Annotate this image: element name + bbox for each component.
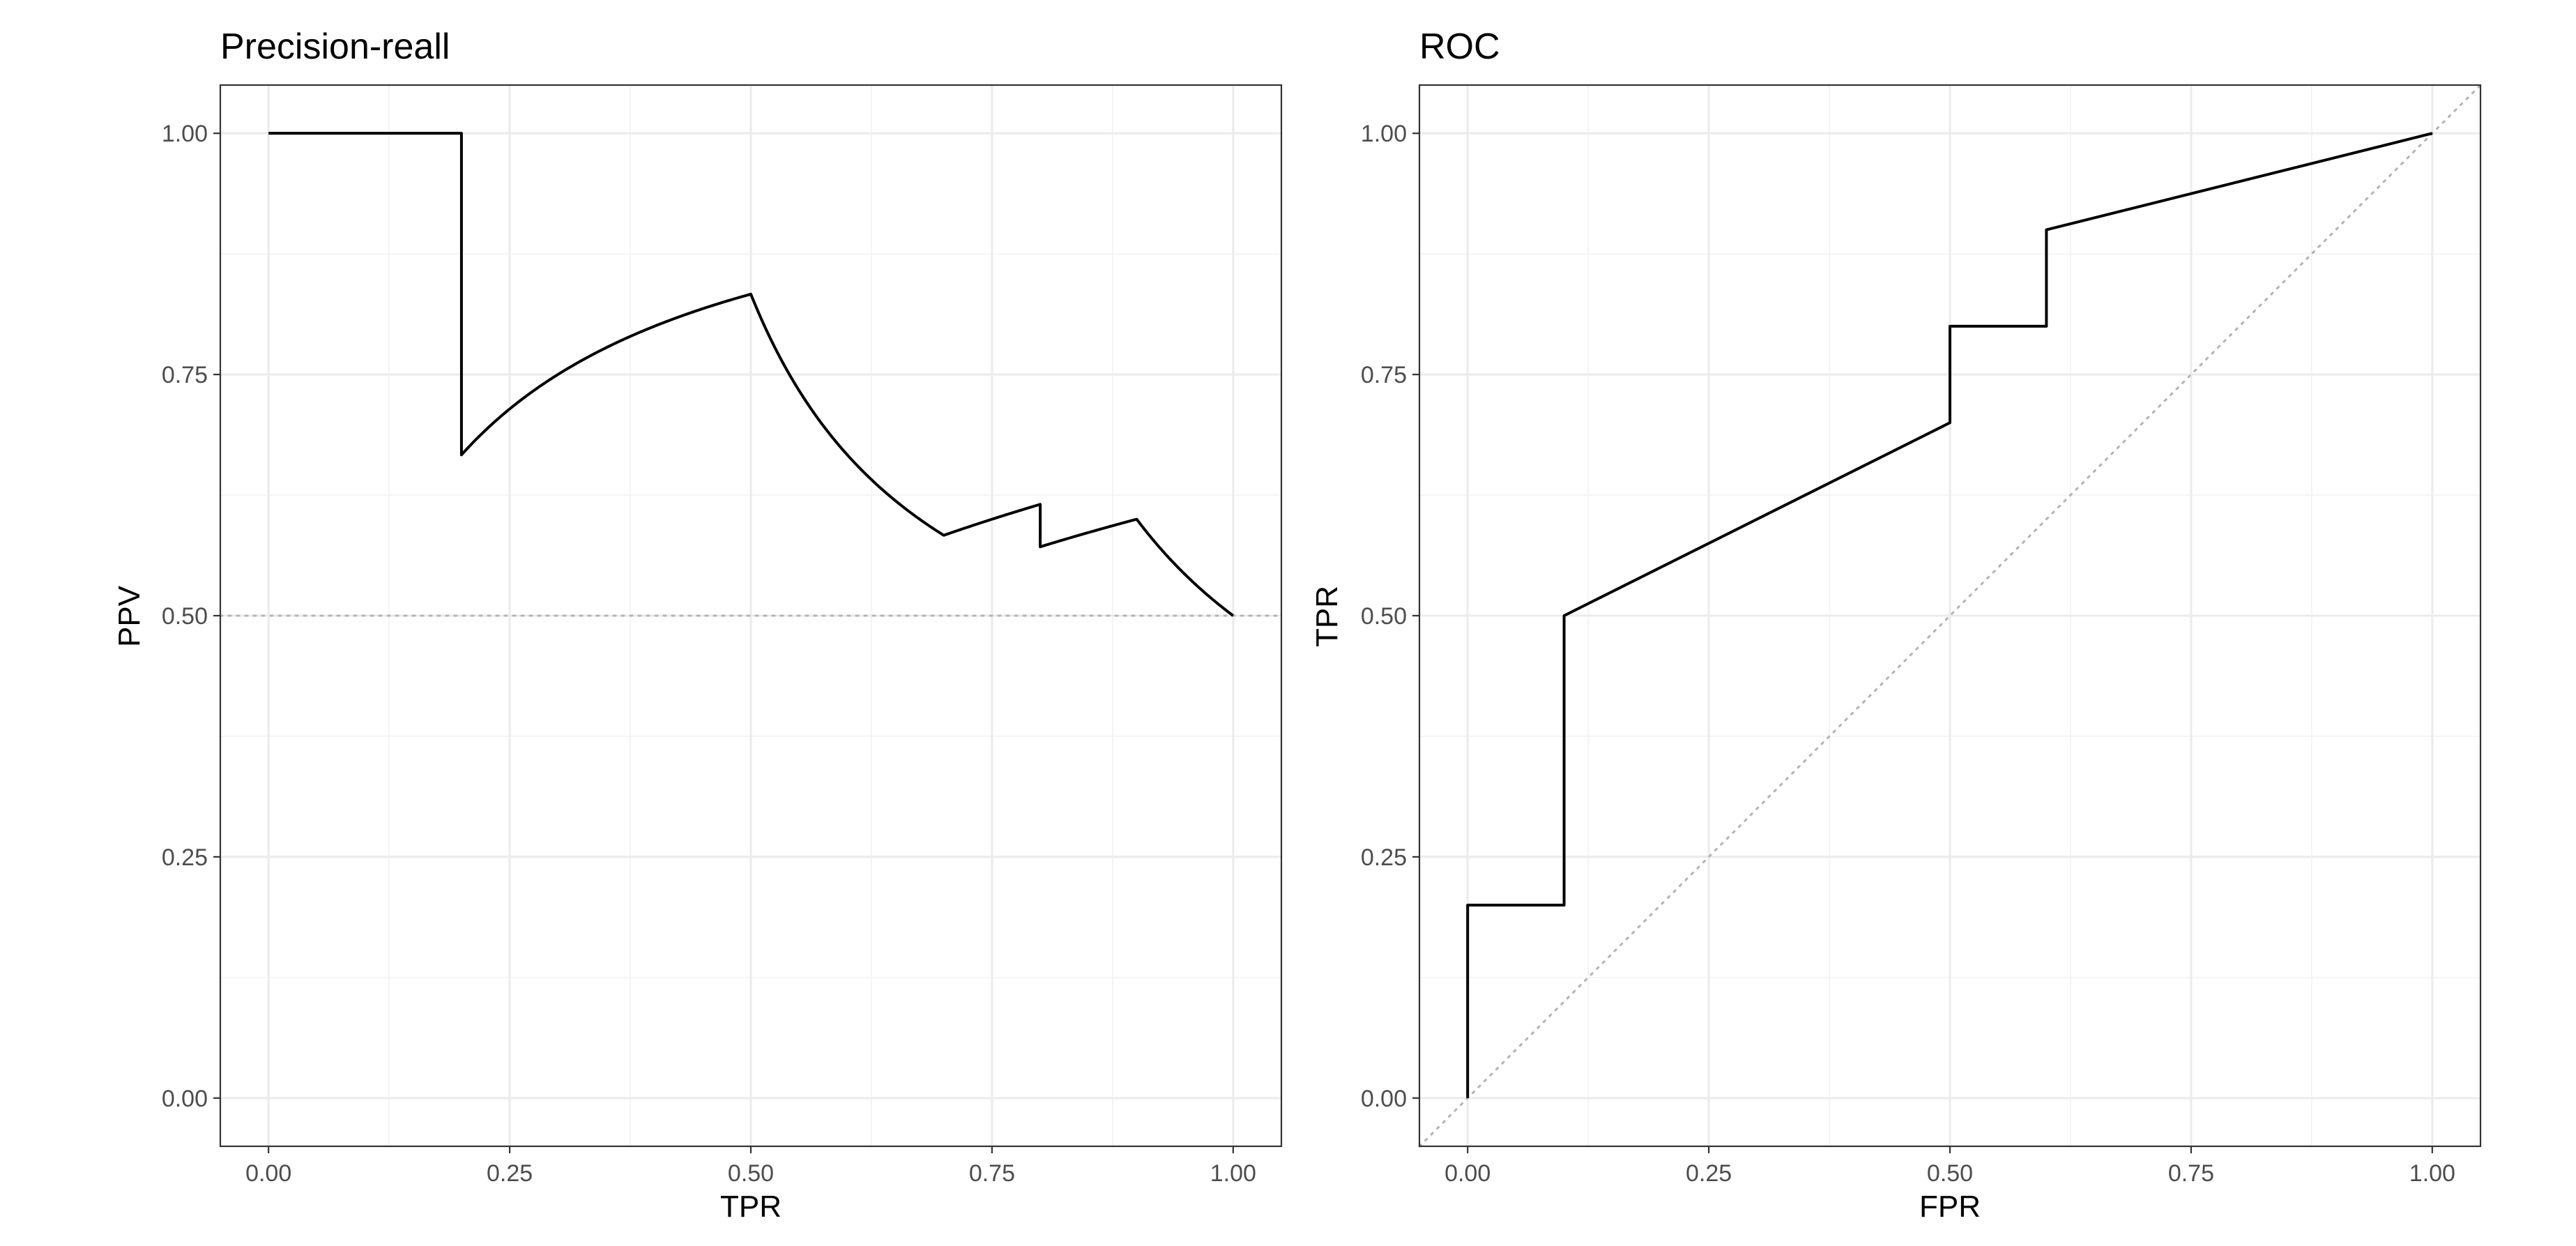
precision-recall-panel: Precision-reall 0.00 0.25 0.50 0.75 1.00 0.0… xyxy=(112,26,1283,1224)
x-axis-label: TPR xyxy=(720,1190,782,1224)
y-tick-label: 0.50 xyxy=(1361,603,1407,630)
x-axis-label: FPR xyxy=(1919,1190,1981,1224)
y-tick-label: 0.50 xyxy=(162,603,208,630)
y-axis-ticks: 0.00 0.25 0.50 0.75 1.00 xyxy=(162,121,220,1112)
y-tick-label: 0.75 xyxy=(162,362,208,388)
x-tick-label: 0.00 xyxy=(1445,1160,1491,1187)
series-line xyxy=(268,132,1235,617)
y-tick-label: 0.00 xyxy=(1361,1086,1407,1112)
x-tick-label: 0.75 xyxy=(969,1160,1015,1187)
y-axis-label: PPV xyxy=(112,585,146,647)
reference-line xyxy=(1418,84,2482,1148)
series-line xyxy=(1466,132,2433,1098)
x-axis-ticks: 0.00 0.25 0.50 0.75 1.00 xyxy=(245,1146,1256,1187)
y-tick-label: 0.75 xyxy=(1361,362,1407,388)
y-tick-label: 0.00 xyxy=(162,1086,208,1112)
grid xyxy=(1419,85,2480,1146)
y-axis-label: TPR xyxy=(1310,586,1344,647)
roc-panel: ROC 0.00 0.25 0.50 0.75 1.00 0.00 0.25 0.50 0.7… xyxy=(1310,26,2482,1224)
x-tick-label: 1.00 xyxy=(1210,1160,1256,1187)
chart-title: ROC xyxy=(1419,26,1500,67)
x-tick-label: 0.50 xyxy=(728,1160,774,1187)
y-tick-label: 0.25 xyxy=(162,844,208,871)
x-axis-ticks: 0.00 0.25 0.50 0.75 1.00 xyxy=(1445,1146,2455,1187)
chart-title: Precision-reall xyxy=(220,26,450,67)
y-axis-ticks: 0.00 0.25 0.50 0.75 1.00 xyxy=(1361,121,1419,1112)
x-tick-label: 0.75 xyxy=(2168,1160,2214,1187)
x-tick-label: 0.50 xyxy=(1927,1160,1973,1187)
x-tick-label: 0.00 xyxy=(245,1160,291,1187)
y-tick-label: 1.00 xyxy=(162,121,208,147)
x-tick-label: 0.25 xyxy=(487,1160,533,1187)
x-tick-label: 1.00 xyxy=(2409,1160,2455,1187)
y-tick-label: 0.25 xyxy=(1361,844,1407,871)
x-tick-label: 0.25 xyxy=(1686,1160,1732,1187)
y-tick-label: 1.00 xyxy=(1361,121,1407,147)
